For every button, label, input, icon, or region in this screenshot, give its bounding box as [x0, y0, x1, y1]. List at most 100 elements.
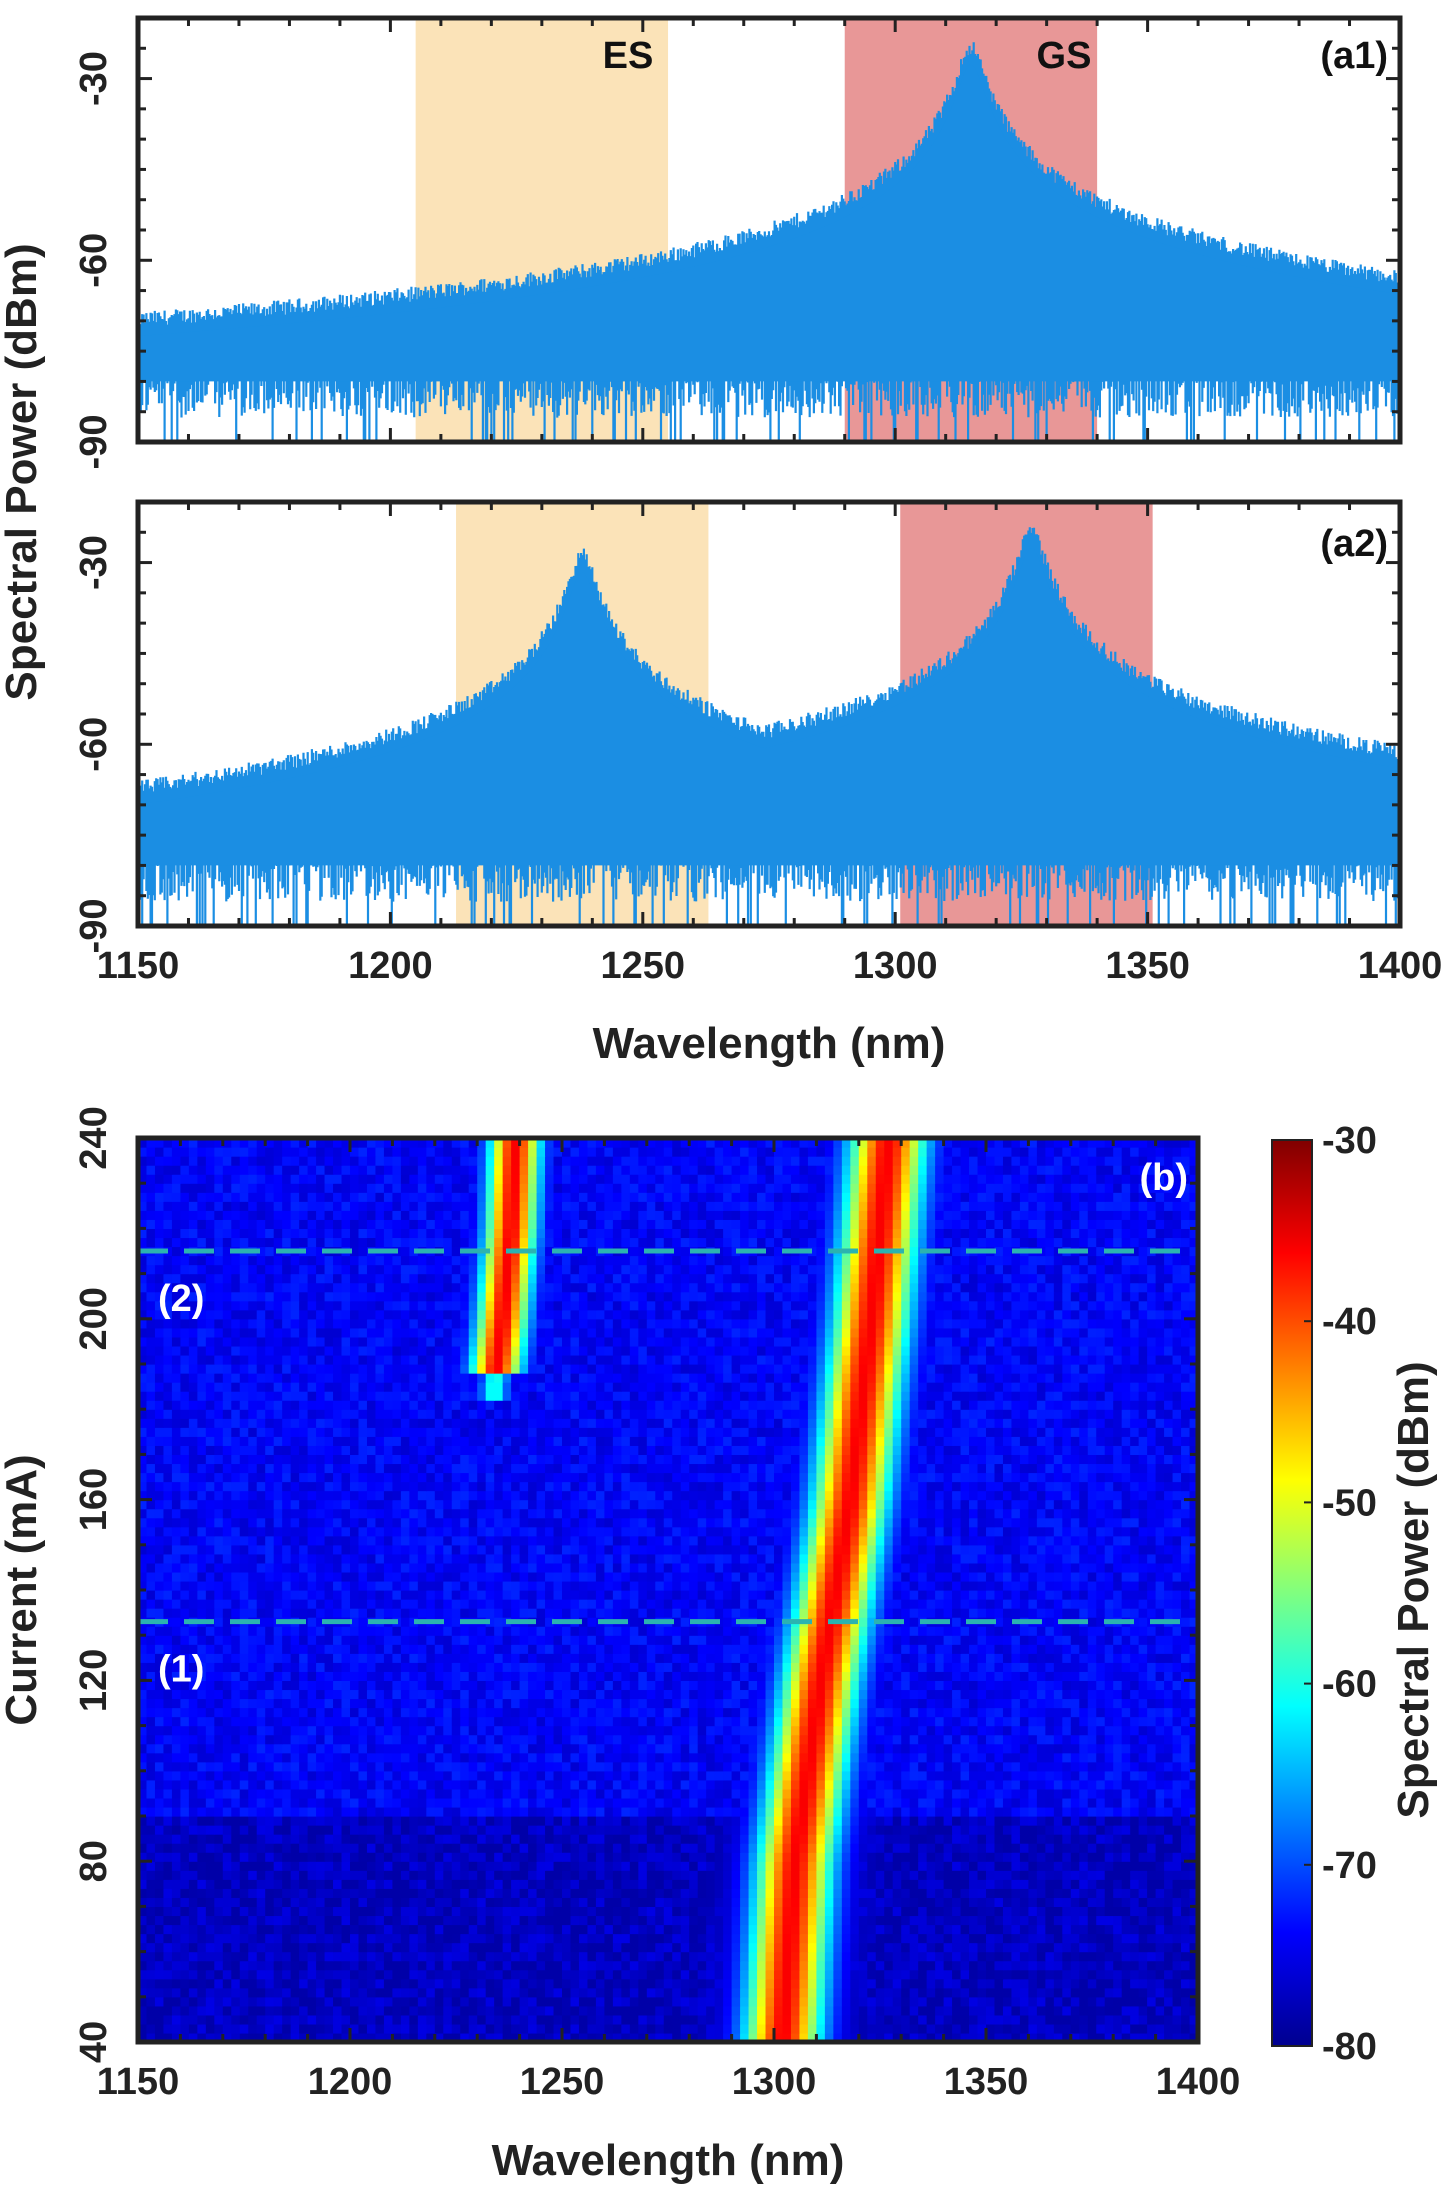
- heat-cell: [969, 1951, 979, 1962]
- heat-cell: [222, 1942, 232, 1953]
- heat-cell: [528, 1752, 538, 1763]
- heat-cell: [536, 1834, 546, 1844]
- heat-cell: [782, 1779, 792, 1790]
- heat-cell: [723, 1861, 733, 1871]
- heat-cell: [358, 1725, 368, 1736]
- heat-cell: [528, 1834, 538, 1844]
- heat-cell: [621, 1879, 631, 1889]
- heat-cell: [604, 1725, 614, 1736]
- heat-cell: [714, 1897, 724, 1907]
- heat-cell: [528, 1788, 538, 1799]
- heat-cell: [1181, 1870, 1191, 1880]
- heat-cell: [875, 1734, 885, 1745]
- heat-cell: [672, 1960, 682, 1971]
- heat-cell: [570, 1897, 580, 1907]
- heat-cell: [443, 2032, 453, 2042]
- heat-cell: [1070, 1861, 1080, 1871]
- heat-cell: [138, 1897, 148, 1907]
- heat-cell: [1070, 1933, 1080, 1944]
- heat-cell: [188, 1834, 198, 1844]
- heat-cell: [706, 1743, 716, 1754]
- heat-cell: [841, 1951, 851, 1962]
- heat-cell: [612, 1770, 622, 1781]
- heat-cell: [790, 1978, 801, 1989]
- heat-cell: [706, 1996, 716, 2007]
- heat-cell: [706, 1752, 716, 1763]
- heat-cell: [909, 1861, 919, 1871]
- heat-cell: [833, 1861, 843, 1871]
- heat-cell: [350, 1743, 360, 1754]
- heat-cell: [816, 1888, 826, 1898]
- heat-cell: [858, 1797, 868, 1808]
- heat-cell: [341, 1707, 351, 1718]
- heat-cell: [333, 1906, 343, 1917]
- heat-cell: [1164, 1734, 1174, 1745]
- heat-cell: [188, 1897, 198, 1907]
- heat-cell: [553, 1915, 563, 1926]
- heat-cell: [511, 1951, 521, 1962]
- heat-cell: [299, 1906, 309, 1917]
- heat-cell: [638, 1797, 648, 1808]
- heat-cell: [926, 1987, 936, 1998]
- heat-cell: [307, 1698, 317, 1709]
- heat-cell: [723, 1933, 733, 1944]
- heat-cell: [417, 1879, 427, 1889]
- heat-cell: [350, 1716, 360, 1727]
- heat-cell: [1181, 1843, 1191, 1853]
- heat-cell: [256, 1770, 266, 1781]
- heat-cell: [256, 1825, 266, 1835]
- heat-cell: [333, 1942, 343, 1953]
- heat-cell: [816, 1969, 826, 1980]
- heat-cell: [1121, 2005, 1131, 2016]
- heat-cell: [774, 1978, 784, 1989]
- heat-cell: [180, 1987, 190, 1998]
- heat-cell: [494, 1779, 504, 1790]
- heat-cell: [1045, 1707, 1055, 1718]
- heat-cell: [774, 1743, 784, 1754]
- heat-cell: [816, 1725, 826, 1736]
- heat-cell: [1036, 1996, 1046, 2007]
- heat-cell: [850, 2032, 860, 2042]
- heat-cell: [977, 1752, 987, 1763]
- heat-cell: [434, 1906, 444, 1917]
- heat-cell: [892, 1716, 902, 1727]
- heat-cell: [689, 2005, 699, 2016]
- heat-cell: [1087, 1969, 1097, 1980]
- heat-cell: [680, 1924, 690, 1935]
- heat-cell: [1028, 1797, 1038, 1808]
- heat-cell: [434, 1816, 444, 1826]
- heat-cell: [248, 1779, 258, 1790]
- heat-cell: [239, 1915, 249, 1926]
- heat-cell: [748, 1825, 758, 1835]
- heat-cell: [748, 1806, 758, 1817]
- heat-cell: [977, 1861, 987, 1871]
- heat-cell: [799, 1834, 809, 1844]
- heat-cell: [138, 1779, 148, 1790]
- heat-cell: [994, 1870, 1004, 1880]
- heat-cell: [248, 1806, 258, 1817]
- heat-cell: [307, 1752, 317, 1763]
- heat-cell: [333, 1933, 343, 1944]
- heat-cell: [434, 1770, 444, 1781]
- heat-cell: [714, 2005, 724, 2016]
- heat-cell: [629, 1716, 639, 1727]
- heat-cell: [299, 1969, 309, 1980]
- heat-cell: [1096, 1707, 1106, 1718]
- heat-cell: [952, 1752, 962, 1763]
- heat-cell: [977, 1716, 987, 1727]
- heat-cell: [214, 1707, 224, 1718]
- heat-cell: [1164, 1843, 1174, 1853]
- heat-cell: [553, 1852, 563, 1862]
- heat-cell: [222, 1915, 232, 1926]
- heat-cell: [188, 1825, 198, 1835]
- heat-cell: [824, 1806, 834, 1817]
- heat-cell: [248, 1915, 258, 1926]
- heat-cell: [214, 1816, 224, 1826]
- heat-cell: [1036, 1770, 1046, 1781]
- heat-cell: [409, 2014, 419, 2025]
- heat-cell: [570, 1698, 580, 1709]
- heat-cell: [248, 1879, 258, 1889]
- heat-cell: [816, 1734, 826, 1745]
- heat-cell: [790, 1897, 801, 1907]
- heat-cell: [655, 1906, 665, 1917]
